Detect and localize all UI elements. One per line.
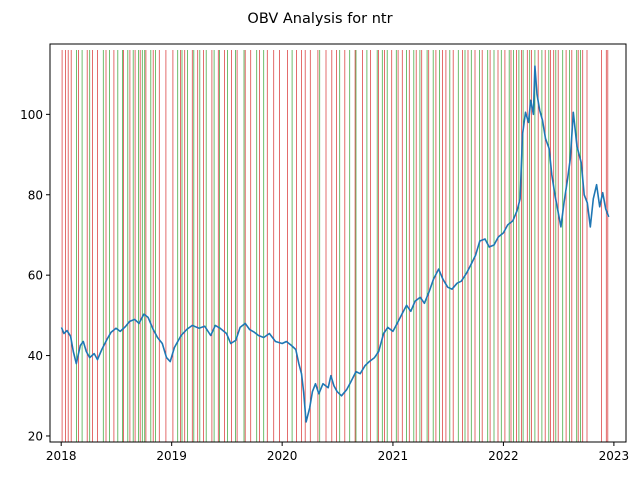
- x-tick-label-5: 2023: [599, 449, 630, 463]
- x-tick-label-3: 2021: [378, 449, 409, 463]
- x-axis: 2018 2019 2020 2021 2022 2023: [46, 442, 629, 463]
- series-lines: [60, 65, 610, 423]
- signal-lines: [61, 50, 609, 442]
- y-tick-label-2: 60: [28, 269, 43, 283]
- y-axis: 20 40 60 80 100: [20, 108, 50, 443]
- series-line-0: [60, 65, 610, 423]
- y-tick-label-1: 40: [28, 349, 43, 363]
- chart-title: OBV Analysis for ntr: [247, 11, 392, 27]
- x-tick-label-2: 2020: [267, 449, 298, 463]
- y-tick-label-4: 100: [20, 108, 43, 122]
- x-tick-label-0: 2018: [46, 449, 77, 463]
- x-tick-label-1: 2019: [156, 449, 187, 463]
- x-tick-label-4: 2022: [488, 449, 519, 463]
- y-tick-label-0: 20: [28, 429, 43, 443]
- plot-frame: [49, 43, 627, 443]
- y-tick-label-3: 80: [28, 188, 43, 202]
